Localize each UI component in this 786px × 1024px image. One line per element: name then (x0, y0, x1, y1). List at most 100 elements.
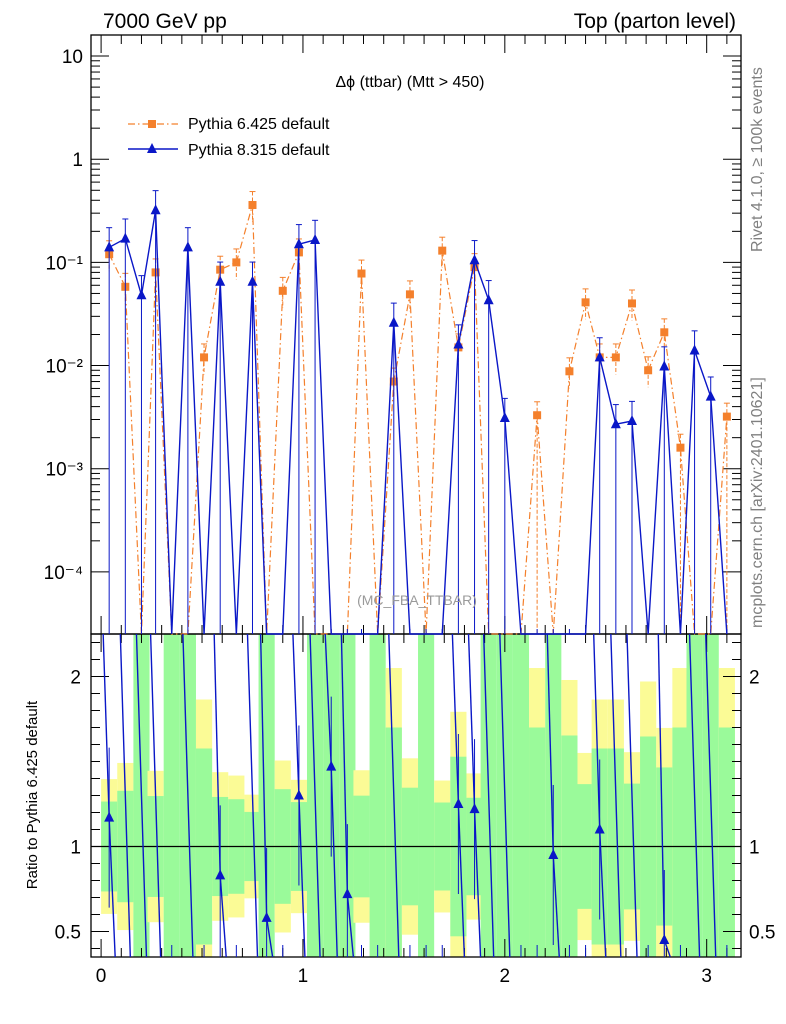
header-right: Top (parton level) (574, 10, 736, 33)
ratio-point (326, 760, 337, 771)
ratio-line (135, 633, 148, 958)
data-point-pythia6 (611, 353, 620, 362)
data-point-pythia6 (232, 258, 241, 267)
band-green (163, 634, 180, 957)
data-point-pythia8 (120, 232, 131, 243)
band-green (369, 634, 386, 957)
x-tick-label: 1 (298, 966, 309, 987)
data-point-pythia6 (533, 411, 542, 420)
ratio-line (592, 633, 601, 830)
ratio-point (215, 869, 226, 880)
data-point-pythia8 (104, 241, 115, 252)
ratio-line (219, 875, 227, 958)
data-point-pythia6 (438, 246, 447, 255)
band-green (529, 727, 546, 957)
ratio-line (340, 633, 349, 895)
data-point-pythia8 (499, 412, 510, 423)
data-point-pythia6 (676, 443, 685, 452)
band-green (418, 634, 435, 957)
ratio-line (108, 817, 116, 958)
ratio-line (309, 633, 321, 958)
ratio-point (104, 811, 115, 822)
analysis-label: (MC_FBA_TTBAR) (357, 592, 477, 608)
data-point-pythia8 (247, 275, 258, 286)
data-point-pythia8 (150, 204, 161, 215)
legend-label-pythia6: Pythia 6.425 default (188, 116, 330, 133)
data-point-pythia8 (293, 238, 304, 249)
ratio-line (552, 854, 560, 958)
ratio-line (657, 633, 665, 941)
data-point-pythia8 (310, 233, 321, 244)
ratio-y-tick-label-right: 1 (749, 838, 760, 859)
ratio-line (499, 633, 511, 958)
data-point-pythia8 (136, 289, 147, 300)
data-point-pythia8 (705, 390, 716, 401)
ratio-y-tick-label: 2 (70, 668, 81, 689)
x-tick-label: 3 (701, 966, 712, 987)
data-point-pythia8 (659, 360, 670, 371)
ratio-line (330, 766, 338, 958)
ratio-point (548, 849, 559, 859)
data-point-pythia6 (200, 353, 209, 362)
ratio-y-tick-label: 0.5 (55, 923, 81, 944)
ratio-point (293, 789, 304, 800)
data-point-pythia8 (453, 338, 464, 349)
data-point-pythia8 (215, 275, 226, 286)
ratio-point (659, 934, 670, 944)
ratio-y-tick-label-right: 0.5 (749, 923, 775, 944)
ratio-line (182, 633, 194, 958)
ratio-point (453, 798, 464, 808)
data-point-pythia8 (469, 254, 480, 265)
data-point-pythia6 (565, 367, 574, 376)
ratio-line (324, 633, 332, 767)
y-tick-label: 10⁻² (46, 357, 84, 378)
ratio-frame: 0.5 0.5 1 1 2 2 0 1 2 3 (55, 633, 775, 987)
x-tick-label: 2 (500, 966, 511, 987)
band-green (672, 727, 689, 957)
y-tick-label: 10⁻³ (46, 460, 84, 481)
ratio-line (346, 894, 355, 958)
series-line-pythia6 (108, 204, 728, 635)
ratio-band (101, 634, 735, 957)
y-tick-label: 1 (72, 150, 83, 171)
ratio-point (261, 911, 272, 922)
legend: Pythia 6.425 default Pythia 8.315 defaul… (128, 116, 330, 159)
ratio-line (213, 633, 221, 876)
data-point-pythia6 (644, 366, 653, 375)
data-point-pythia8 (610, 418, 621, 429)
ratio-line (388, 633, 400, 958)
band-green (718, 727, 735, 957)
side-mcplots: mcplots.cern.ch [arXiv:2401.10621] (749, 377, 766, 628)
data-point-pythia8 (182, 241, 193, 252)
ratio-y-tick-label-right: 2 (749, 668, 760, 689)
data-point-pythia8 (483, 294, 494, 305)
ratio-line (149, 633, 162, 958)
band-green (385, 727, 402, 957)
data-point-pythia6 (248, 200, 257, 209)
y-tick-label: 10 (62, 47, 83, 68)
data-point-pythia8 (388, 316, 399, 327)
ratio-y-tick-label: 1 (70, 838, 81, 859)
ratio-line (626, 633, 638, 958)
data-point-pythia8 (689, 344, 700, 355)
main-series (104, 190, 731, 635)
legend-entry-pythia6: Pythia 6.425 default (128, 116, 330, 133)
ratio-line (102, 633, 110, 818)
ratio-line (451, 633, 460, 805)
x-tick-label: 0 (96, 966, 107, 987)
ratio-line (259, 633, 268, 918)
ratio-line (546, 633, 554, 856)
y-tick-label: 10⁻¹ (46, 253, 84, 274)
ratio-line (467, 633, 476, 810)
data-point-pythia6 (722, 412, 731, 421)
y-tick-label: 10⁻⁴ (44, 563, 83, 584)
data-point-pythia6 (660, 328, 669, 337)
ratio-line (246, 633, 259, 958)
series-line-pythia8 (108, 210, 728, 635)
ratio-point (469, 803, 480, 814)
chart-title: Δϕ (ttbar) (Mtt > 450) (335, 74, 484, 91)
ratio-line (610, 633, 622, 958)
legend-entry-pythia8: Pythia 8.315 default (128, 142, 330, 159)
data-point-pythia6 (627, 299, 636, 308)
